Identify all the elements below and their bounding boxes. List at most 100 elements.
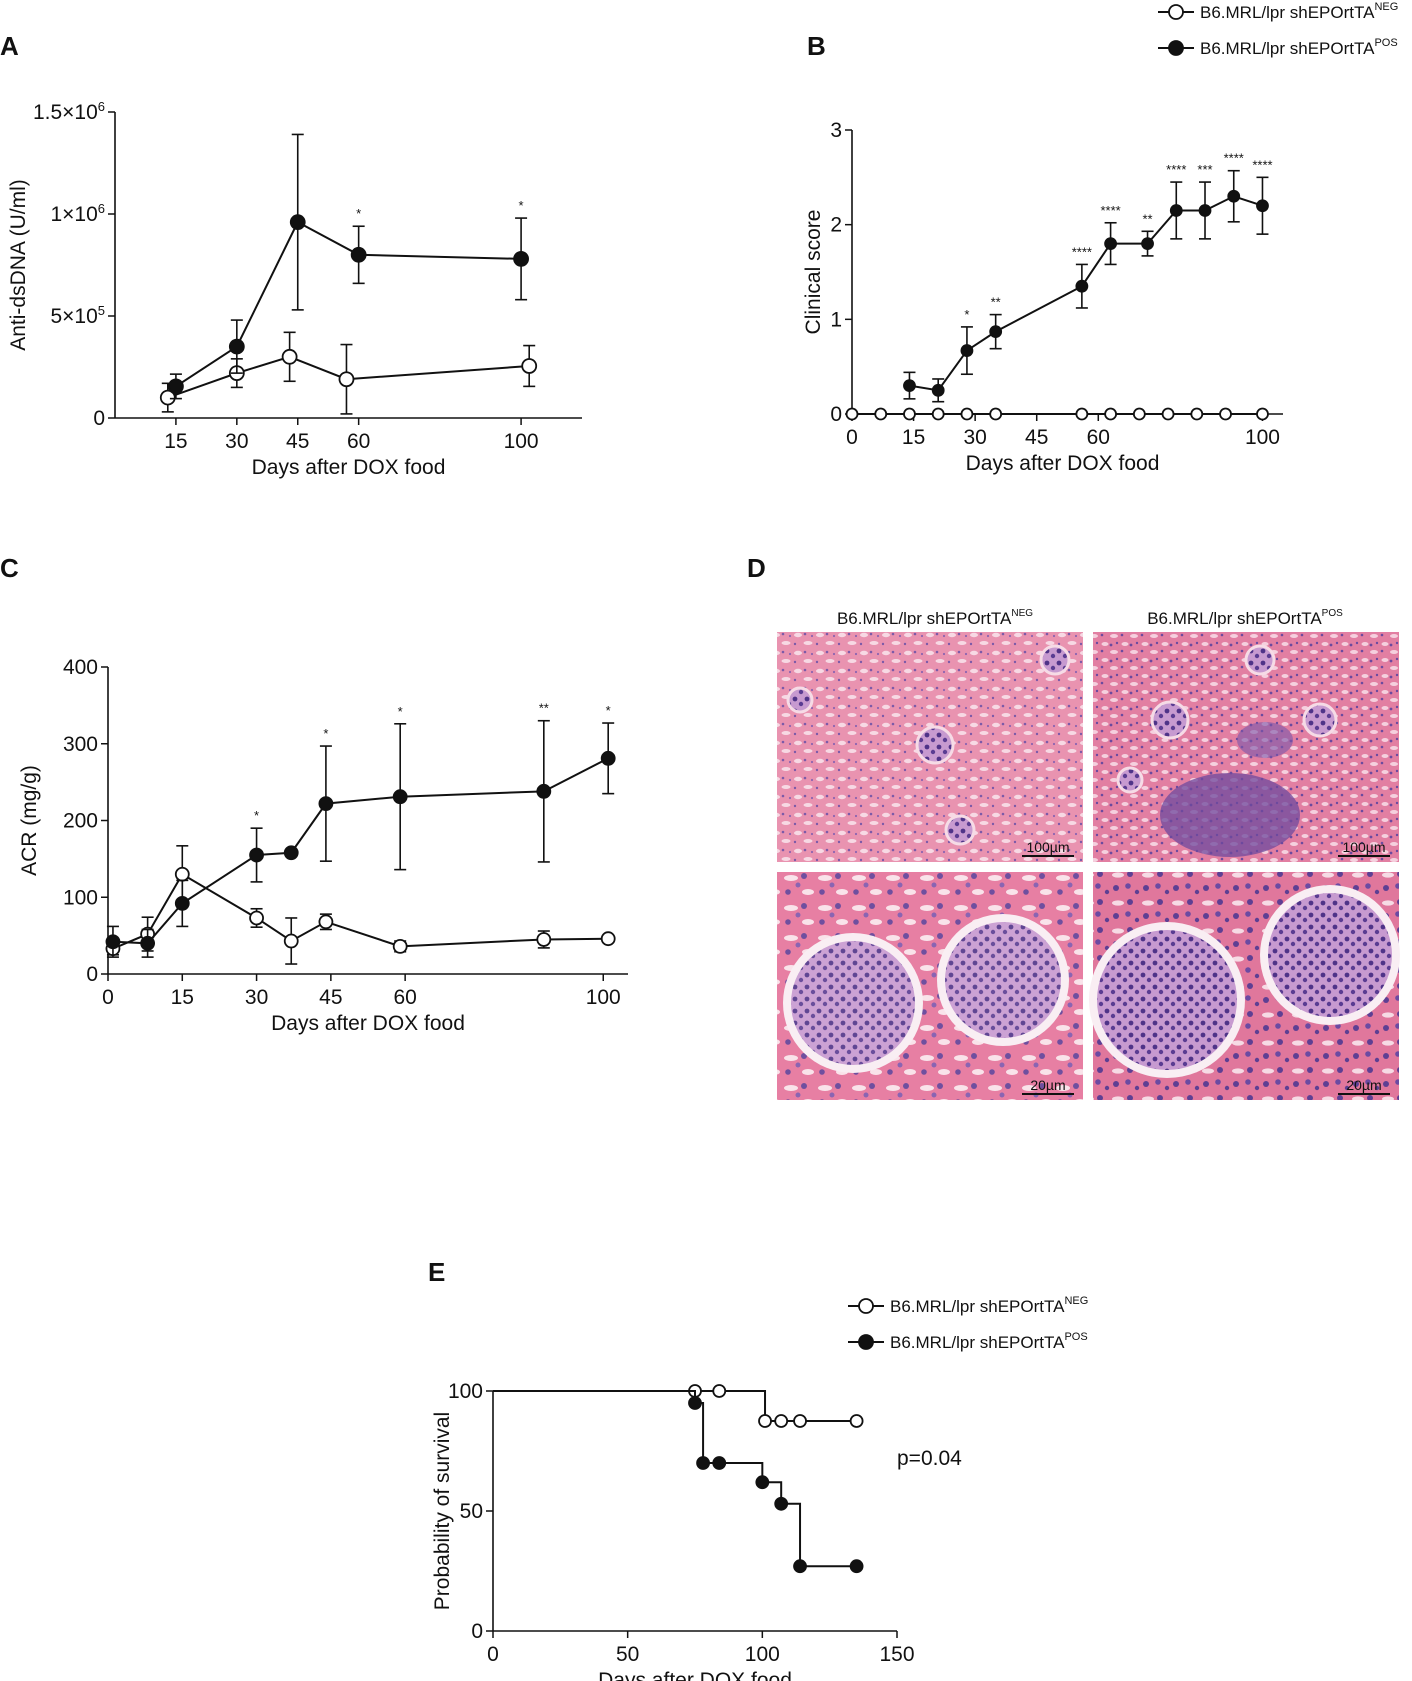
y-axis-title: Probability of survival — [431, 1412, 454, 1610]
data-point-filled — [105, 934, 121, 950]
x-tick-label: 15 — [164, 430, 187, 453]
data-point-filled — [755, 1475, 770, 1490]
y-tick-label: 300 — [63, 733, 98, 756]
legend-label: B6.MRL/lpr shEPOrtTAPOS — [890, 1331, 1088, 1352]
inflammatory-infiltrate — [1160, 773, 1300, 857]
data-point-open — [283, 933, 299, 949]
x-tick-label: 30 — [245, 986, 268, 1009]
significance-mark: * — [356, 206, 361, 221]
data-point-filled — [600, 750, 616, 766]
data-point-filled — [283, 845, 299, 861]
legend-label-base: B6.MRL/lpr shEPOrtTA — [1200, 39, 1375, 58]
y-tick-label: 2 — [830, 214, 842, 237]
x-tick-label: 45 — [319, 986, 342, 1009]
data-point-open — [849, 1414, 864, 1428]
data-point-filled — [696, 1456, 710, 1470]
x-tick-label: 45 — [286, 430, 309, 453]
x-tick-label: 100 — [504, 430, 539, 453]
series-filled — [168, 133, 529, 400]
significance-mark: **** — [1166, 162, 1186, 177]
x-tick-label: 30 — [225, 430, 248, 453]
glomerulus — [1302, 702, 1338, 738]
significance-mark: ** — [1142, 211, 1152, 226]
y-tick-label: 50 — [460, 1500, 483, 1523]
legend-label: B6.MRL/lpr shEPOrtTANEG — [890, 1295, 1088, 1316]
x-axis-title: Days after DOX food — [598, 1669, 792, 1681]
data-point-open — [600, 931, 616, 947]
data-point-filled — [688, 1396, 702, 1410]
data-point-filled — [536, 783, 552, 799]
legend-label-sup: NEG — [1374, 1, 1398, 13]
significance-mark: **** — [1252, 157, 1272, 172]
data-point-filled — [903, 379, 916, 393]
significance-mark: * — [398, 704, 403, 719]
data-point-open — [159, 389, 176, 406]
data-point-filled — [1141, 237, 1154, 251]
data-point-open — [845, 407, 859, 421]
data-point-filled — [1227, 189, 1241, 203]
scale-bar-label: 100µm — [1026, 839, 1069, 855]
x-tick-label: 15 — [171, 986, 194, 1009]
scale-bar-label: 20µm — [1030, 1077, 1065, 1093]
significance-mark: * — [964, 307, 969, 322]
glomerulus — [1039, 644, 1071, 676]
x-tick-label: 45 — [1025, 426, 1048, 449]
data-point-filled — [1169, 204, 1183, 217]
x-tick-label: 50 — [616, 1643, 639, 1666]
panel-letter-a: A — [0, 31, 19, 61]
x-axis-title: Days after DOX food — [252, 456, 446, 479]
data-point-open — [1256, 407, 1269, 421]
series-open — [845, 407, 1269, 421]
y-tick-label: 200 — [63, 810, 98, 833]
data-point-filled — [350, 246, 367, 263]
x-tick-label: 0 — [102, 986, 114, 1009]
inflammatory-infiltrate — [1237, 722, 1293, 758]
histology-column-label-pos-base: B6.MRL/lpr shEPOrtTA — [1147, 609, 1322, 628]
x-tick-label: 0 — [846, 426, 858, 449]
series-line — [112, 757, 609, 945]
data-point-filled — [513, 250, 529, 267]
legend-e: B6.MRL/lpr shEPOrtTANEG B6.MRL/lpr shEPOr… — [848, 1295, 1088, 1352]
data-point-open — [249, 910, 264, 926]
data-point-open — [712, 1384, 727, 1398]
histology-column-label-neg-base: B6.MRL/lpr shEPOrtTA — [837, 609, 1012, 628]
series-line — [112, 872, 609, 950]
significance-mark: ** — [539, 701, 549, 716]
data-point-filled — [774, 1496, 789, 1511]
legend-marker-filled — [1168, 40, 1184, 56]
significance-mark: **** — [1072, 244, 1092, 259]
data-point-open — [318, 914, 334, 930]
y-axis-title: Clinical score — [802, 210, 825, 335]
data-point-open — [1104, 407, 1117, 421]
y-tick-label-sup: 5 — [98, 303, 105, 318]
data-point-filled — [712, 1456, 727, 1470]
series-line — [175, 220, 522, 388]
data-point-filled — [318, 796, 334, 812]
x-tick-label: 60 — [1087, 426, 1110, 449]
data-point-filled — [793, 1559, 807, 1574]
x-tick-label: 0 — [487, 1643, 499, 1666]
histology-column-label-pos: B6.MRL/lpr shEPOrtTAPOS — [1147, 608, 1343, 628]
x-tick-label: 15 — [902, 426, 925, 449]
series-filled — [903, 169, 1269, 403]
panel-letter-c: C — [0, 553, 19, 583]
data-point-open — [874, 407, 888, 421]
glomerulus — [1097, 930, 1237, 1070]
data-point-open — [774, 1414, 789, 1428]
legend-label-sup: POS — [1064, 1331, 1087, 1343]
legend-label-sup: NEG — [1064, 1295, 1088, 1307]
glomerulus — [1150, 700, 1190, 740]
y-tick-label: 400 — [63, 656, 98, 679]
y-tick-label: 1.5×106 — [33, 99, 105, 124]
y-axis-title: Anti-dsDNA (U/ml) — [7, 179, 30, 351]
y-tick-label: 5×105 — [50, 303, 105, 328]
x-axis-title: Days after DOX food — [271, 1012, 465, 1035]
data-point-open — [1190, 407, 1204, 421]
data-point-open — [758, 1414, 772, 1428]
data-point-filled — [1075, 279, 1089, 293]
data-point-filled — [1104, 237, 1117, 251]
data-point-open — [931, 407, 945, 421]
y-tick-label: 1×106 — [50, 201, 105, 226]
